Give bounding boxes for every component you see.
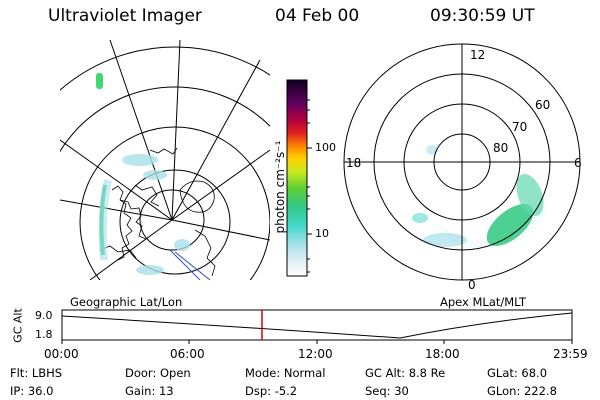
timeline-ytick-bottom: 1.8 bbox=[35, 328, 53, 341]
info-dsp: Dsp: -5.2 bbox=[245, 384, 298, 398]
colorbar-tick-100: 100 bbox=[315, 141, 336, 154]
color-bar bbox=[286, 79, 312, 277]
altitude-timeline bbox=[61, 309, 573, 344]
colorbar-unit-label: photon cm⁻²s⁻¹ bbox=[273, 140, 287, 234]
date-label: 04 Feb 00 bbox=[275, 6, 360, 26]
colorbar-tick-10: 10 bbox=[315, 227, 329, 240]
info-ip: IP: 36.0 bbox=[10, 384, 54, 398]
info-mode: Mode: Normal bbox=[245, 366, 326, 380]
mlat-label-70: 70 bbox=[512, 120, 528, 134]
timeline-xtick-0000: 00:00 bbox=[44, 347, 79, 361]
geographic-map bbox=[60, 40, 270, 280]
info-glat: GLat: 68.0 bbox=[487, 366, 548, 380]
mlat-label-60: 60 bbox=[535, 98, 551, 112]
mlt-label-12: 12 bbox=[470, 48, 486, 62]
mlat-mlt-polar-plot bbox=[343, 43, 581, 281]
time-label: 09:30:59 UT bbox=[430, 6, 535, 26]
instrument-title: Ultraviolet Imager bbox=[48, 6, 202, 26]
left-panel-caption: Geographic Lat/Lon bbox=[70, 295, 183, 309]
mlt-label-18: 18 bbox=[346, 156, 362, 170]
timeline-ylabel: GC Alt bbox=[11, 308, 25, 343]
mlat-label-80: 80 bbox=[493, 141, 509, 155]
timeline-xtick-0600: 06:00 bbox=[170, 347, 205, 361]
info-gain: Gain: 13 bbox=[125, 384, 174, 398]
mlt-label-6: 6 bbox=[574, 156, 582, 170]
info-flt: Flt: LBHS bbox=[10, 366, 63, 380]
right-panel-caption: Apex MLat/MLT bbox=[440, 295, 527, 309]
info-glon: GLon: 222.8 bbox=[487, 384, 557, 398]
timeline-xtick-1800: 18:00 bbox=[425, 347, 460, 361]
timeline-xtick-1200: 12:00 bbox=[298, 347, 333, 361]
info-door: Door: Open bbox=[125, 366, 191, 380]
info-seq: Seq: 30 bbox=[365, 384, 409, 398]
info-gc-alt: GC Alt: 8.8 Re bbox=[365, 366, 446, 380]
timeline-xtick-2359: 23:59 bbox=[553, 347, 588, 361]
timeline-ytick-top: 9.0 bbox=[35, 309, 53, 322]
mlt-label-0: 0 bbox=[468, 278, 476, 292]
